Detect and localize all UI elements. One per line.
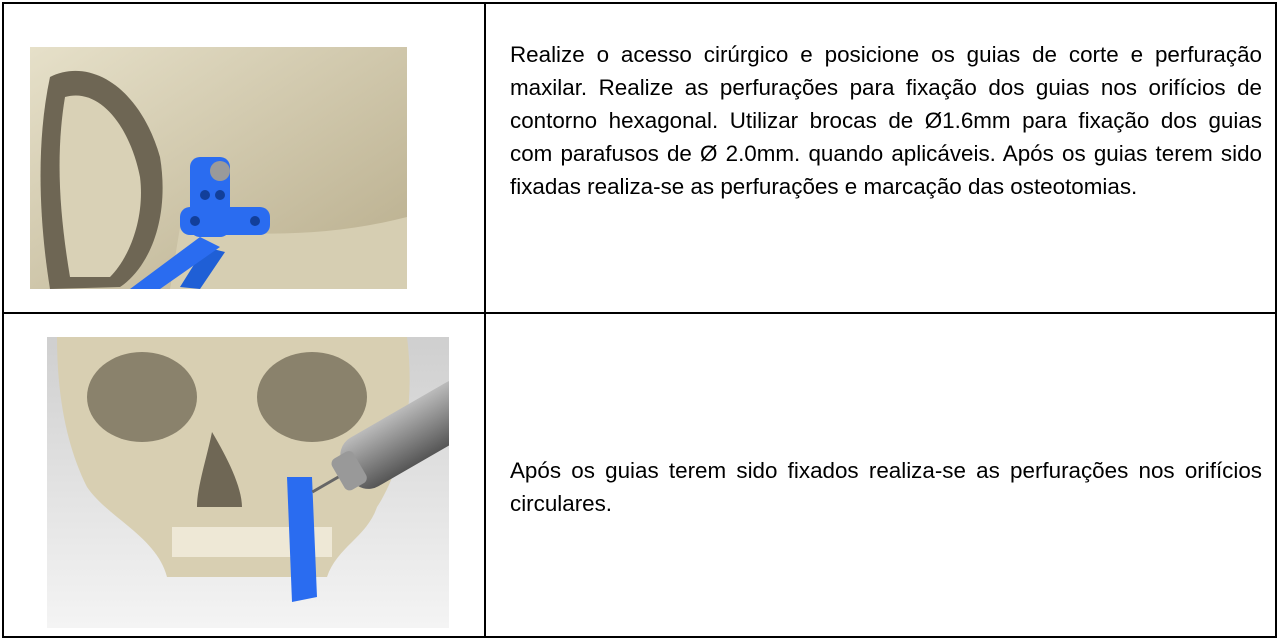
row-divider <box>4 312 1275 314</box>
row-2-text: Após os guias terem sido fixados realiza… <box>510 458 1262 516</box>
image-maxillary-guide <box>30 47 407 289</box>
column-divider <box>484 4 486 636</box>
row-1-text: Realize o acesso cirúrgico e posicione o… <box>510 42 1262 199</box>
image-drilling <box>47 337 449 628</box>
